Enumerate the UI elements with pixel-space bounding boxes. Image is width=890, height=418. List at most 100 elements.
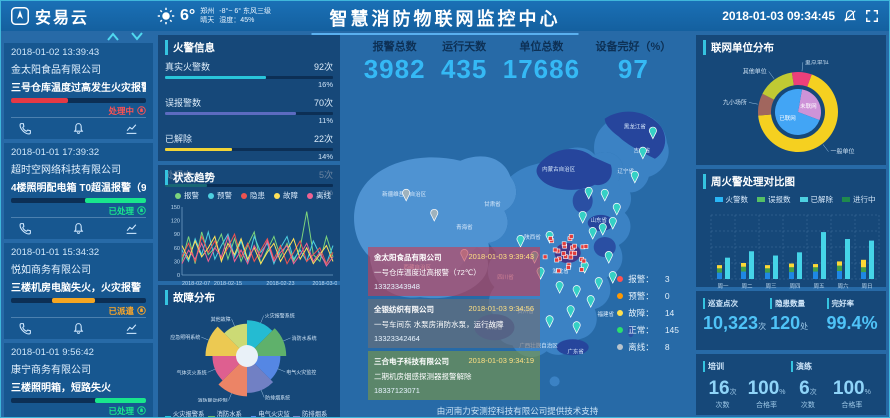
bell-icon[interactable]: [72, 222, 85, 235]
map-alarm-marker[interactable]: [568, 254, 574, 260]
map-pin-marker[interactable]: [594, 277, 603, 290]
week-stacked-bar[interactable]: [765, 268, 770, 273]
alarm-card[interactable]: 2018-01-02 13:39:43 金太阳食品有限公司 三号仓库温度过高发生…: [4, 43, 153, 139]
week-stacked-bar[interactable]: [861, 272, 866, 279]
alert-popup[interactable]: 全银纺织有限公司 2018-01-03 9:34:56 一号车间东 水泵房消防水泵…: [368, 299, 540, 348]
map-pin-marker[interactable]: [608, 216, 617, 230]
alarm-card[interactable]: 2018-01-01 9:56:42 康宁商务有限公司 三楼照明箱，短路失火 已…: [4, 343, 153, 417]
mute-bell-icon[interactable]: [843, 9, 857, 23]
week-total-bar[interactable]: [797, 252, 802, 279]
week-total-bar[interactable]: [749, 251, 754, 279]
map-pin-marker[interactable]: [598, 222, 607, 236]
week-stacked-bar[interactable]: [717, 272, 722, 279]
network-outer-segment[interactable]: [758, 74, 838, 152]
map-pin-marker[interactable]: [600, 188, 609, 202]
fullscreen-icon[interactable]: [865, 9, 879, 23]
chart-icon[interactable]: [125, 222, 138, 235]
fault-segment[interactable]: [205, 326, 247, 356]
map-alarm-marker[interactable]: [566, 265, 571, 270]
phone-icon[interactable]: [19, 222, 32, 235]
map-pin-marker[interactable]: [572, 285, 581, 298]
map-alarm-marker[interactable]: [579, 267, 584, 272]
map-pin-marker[interactable]: [545, 315, 554, 329]
week-stacked-bar[interactable]: [741, 266, 746, 272]
phone-icon[interactable]: [19, 122, 32, 135]
week-total-bar[interactable]: [821, 232, 826, 279]
week-stacked-bar[interactable]: [789, 272, 794, 279]
map-alarm-marker[interactable]: [552, 247, 558, 253]
map-alarm-marker[interactable]: [561, 241, 567, 247]
network-outer-segment[interactable]: [762, 72, 794, 100]
map-alarm-marker[interactable]: [572, 250, 577, 256]
week-stacked-bar[interactable]: [861, 259, 866, 268]
week-stacked-bar[interactable]: [765, 272, 770, 279]
week-stacked-bar[interactable]: [717, 265, 722, 269]
chart-icon[interactable]: [125, 322, 138, 335]
map-pin-marker[interactable]: [608, 271, 617, 284]
network-inner-segment[interactable]: [775, 89, 820, 135]
map-pin-marker[interactable]: [555, 281, 564, 294]
china-map[interactable]: 新疆维吾尔自治区西藏自治区青海省甘肃省四川省云南省内蒙古自治区黑龙江省吉林省辽宁…: [342, 97, 693, 405]
map-pin-marker[interactable]: [630, 170, 639, 184]
bell-icon[interactable]: [72, 322, 85, 335]
map-alarm-marker[interactable]: [542, 254, 548, 260]
fault-segment[interactable]: [247, 356, 274, 393]
week-stacked-bar[interactable]: [813, 267, 818, 272]
week-total-bar[interactable]: [845, 239, 850, 279]
bell-icon[interactable]: [72, 122, 85, 135]
week-stacked-bar[interactable]: [837, 265, 842, 271]
fault-segment[interactable]: [247, 328, 287, 356]
network-inner-segment[interactable]: [798, 89, 821, 121]
map-pin-marker[interactable]: [566, 305, 575, 318]
week-stacked-bar[interactable]: [717, 268, 722, 273]
week-stacked-bar[interactable]: [765, 265, 770, 269]
week-stacked-bar[interactable]: [741, 271, 746, 279]
week-stacked-bar[interactable]: [813, 264, 818, 268]
logo[interactable]: 安易云: [1, 4, 151, 28]
map-pin-marker[interactable]: [584, 186, 593, 200]
fault-segment[interactable]: [218, 356, 247, 397]
map-pin-marker[interactable]: [516, 235, 525, 248]
popup-phone: 18337123071: [374, 386, 420, 395]
map-pin-marker[interactable]: [588, 226, 597, 240]
alarm-card[interactable]: 2018-01-01 17:39:32 超时空网络科技有限公司 4楼照明配电箱 …: [4, 143, 153, 239]
week-stacked-bar[interactable]: [837, 261, 842, 266]
alert-popup[interactable]: 金太阳食品有限公司 2018-01-03 9:39:43 一号仓库温度过高报警（7…: [368, 247, 540, 296]
map-pin-marker[interactable]: [638, 146, 647, 160]
map-alarm-marker[interactable]: [561, 251, 566, 256]
map-alarm-marker[interactable]: [568, 234, 574, 239]
week-stacked-bar[interactable]: [861, 267, 866, 273]
alert-popup[interactable]: 三合电子科技有限公司 2018-01-03 9:34:19 二期机房烟感探测器报警…: [368, 351, 540, 400]
chart-icon[interactable]: [125, 122, 138, 135]
week-stacked-bar[interactable]: [741, 263, 746, 267]
phone-icon[interactable]: [19, 322, 32, 335]
map-pin-marker[interactable]: [604, 251, 613, 264]
map-alarm-marker[interactable]: [581, 258, 587, 264]
map-pin-marker-offline[interactable]: [402, 188, 411, 202]
map-alarm-marker[interactable]: [572, 243, 577, 249]
map-pin-marker[interactable]: [586, 295, 595, 308]
network-outer-segment[interactable]: [758, 93, 774, 116]
map-pin-marker[interactable]: [648, 126, 657, 140]
map-pin-marker[interactable]: [612, 202, 621, 216]
week-total-bar[interactable]: [725, 257, 730, 279]
map-alarm-marker[interactable]: [583, 244, 589, 249]
map-pin-marker-offline[interactable]: [430, 208, 439, 222]
map-alarm-marker[interactable]: [556, 268, 561, 274]
map-alarm-marker[interactable]: [548, 236, 553, 241]
week-stacked-bar[interactable]: [789, 267, 794, 273]
network-outer-segment[interactable]: [791, 72, 812, 87]
map-pin-marker[interactable]: [578, 210, 587, 224]
map-alarm-marker[interactable]: [554, 257, 560, 263]
scroll-down-icon[interactable]: [131, 32, 143, 41]
week-total-bar[interactable]: [773, 255, 778, 279]
week-stacked-bar[interactable]: [789, 263, 794, 268]
week-total-bar[interactable]: [869, 240, 874, 279]
alarm-card[interactable]: 2018-01-01 15:34:32 悦如商务有限公司 三楼机房电脑失火，火灾…: [4, 243, 153, 339]
legend-label: 火灾报警系统: [172, 411, 205, 418]
week-x-tick: 周六: [837, 282, 849, 290]
scroll-up-icon[interactable]: [107, 32, 119, 41]
week-stacked-bar[interactable]: [813, 271, 818, 279]
week-stacked-bar[interactable]: [837, 271, 842, 279]
map-pin-marker[interactable]: [572, 321, 581, 335]
